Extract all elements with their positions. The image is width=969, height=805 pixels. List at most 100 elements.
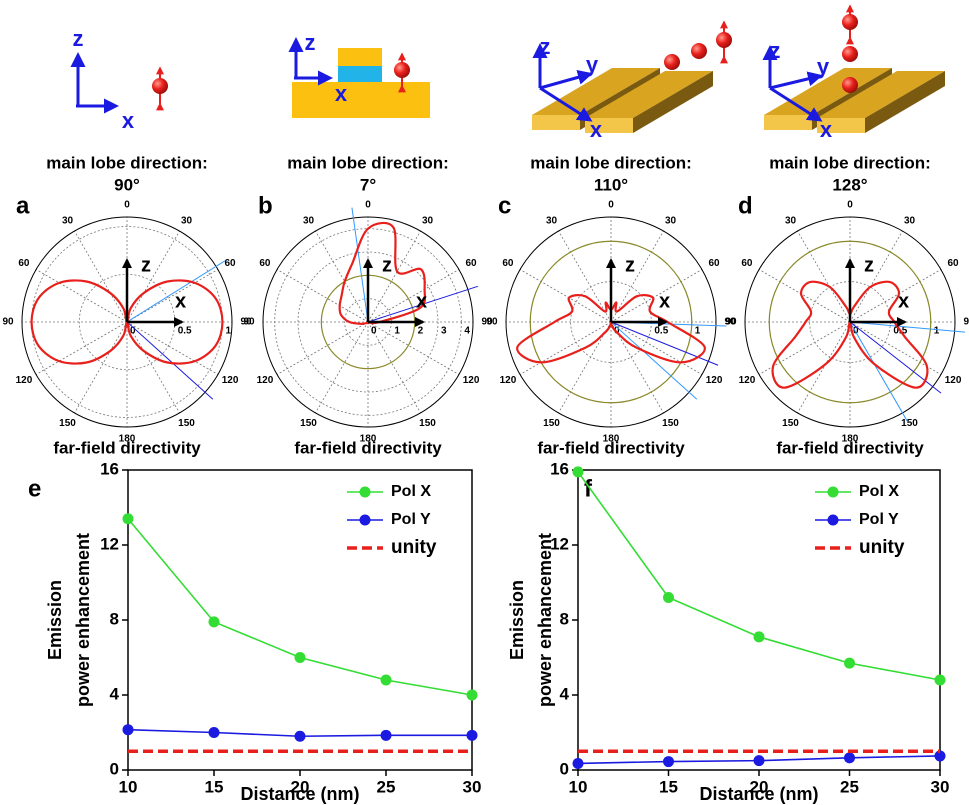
data-point	[844, 658, 855, 669]
data-point	[663, 592, 674, 603]
y-tick-label: 16	[100, 459, 119, 478]
chart-subtitle: 128°	[832, 175, 867, 194]
chart-subtitle: 90°	[114, 175, 140, 194]
angle-grid-line	[520, 322, 611, 375]
axis-label: z	[305, 30, 316, 55]
axis-label: x	[659, 290, 670, 312]
angle-tick-label: 150	[543, 418, 560, 429]
angle-grid-line	[520, 270, 611, 323]
y-axis-title: power enhancement	[535, 533, 555, 707]
radial-tick-label: 1	[695, 326, 701, 337]
angle-grid-line	[850, 231, 903, 322]
angle-tick-label: 60	[708, 258, 720, 269]
angle-tick-label: 30	[181, 215, 193, 226]
data-point	[467, 690, 478, 701]
y-axis-title: power enhancement	[73, 533, 93, 707]
angle-tick-label: 180	[119, 434, 136, 445]
chart-title: main lobe direction:	[287, 153, 449, 172]
y-tick-label: 0	[560, 759, 569, 778]
axis-label: z	[73, 26, 84, 51]
data-point	[295, 731, 306, 742]
angle-tick-label: 120	[222, 375, 239, 386]
figure: z x z x z y x z y x a main lobe direction…	[0, 0, 969, 805]
angle-tick-label: 150	[419, 418, 436, 429]
axis-label: z	[770, 38, 781, 63]
legend-marker	[828, 487, 839, 498]
radial-tick-label: 0.5	[654, 326, 668, 337]
angle-tick-label: 120	[706, 375, 723, 386]
angle-tick-label: 90	[243, 317, 255, 328]
angle-tick-label: 120	[739, 375, 756, 386]
angle-grid-line	[798, 322, 851, 413]
radial-tick-label: 1	[934, 326, 940, 337]
axis-label: x	[590, 117, 603, 142]
data-point	[935, 675, 946, 686]
panel-label: a	[16, 192, 30, 219]
radial-tick-label: 0	[371, 326, 377, 337]
data-point	[209, 616, 220, 627]
legend-marker	[360, 487, 371, 498]
angle-tick-label: 60	[259, 258, 271, 269]
x-tick-label: 10	[569, 777, 588, 796]
angle-tick-label: 30	[546, 215, 558, 226]
legend-label: unity	[391, 537, 437, 558]
angle-tick-label: 30	[904, 215, 916, 226]
axis-label: y	[586, 52, 599, 77]
angle-tick-label: 60	[465, 258, 477, 269]
angle-tick-label: 150	[782, 418, 799, 429]
x-tick-label: 30	[463, 777, 482, 796]
axis-label: x	[416, 290, 427, 312]
angle-tick-label: 90	[963, 317, 969, 328]
schematic-a: z x	[73, 26, 169, 133]
chart-subtitle: 7°	[360, 175, 376, 194]
angle-tick-label: 0	[365, 200, 371, 211]
y-tick-label: 8	[110, 609, 119, 628]
panel-label: c	[498, 192, 511, 219]
radial-tick-label: 2	[418, 326, 424, 337]
angle-tick-label: 60	[502, 258, 514, 269]
angle-grid-line	[75, 322, 128, 413]
angle-grid-line	[759, 270, 850, 323]
y-axis-title: Emission	[45, 580, 65, 660]
angle-tick-label: 180	[842, 434, 859, 445]
x-tick-label: 15	[659, 777, 678, 796]
axis-label: x	[898, 290, 909, 312]
angle-tick-label: 120	[16, 375, 33, 386]
angle-tick-label: 180	[360, 434, 377, 445]
angle-tick-label: 0	[124, 200, 130, 211]
x-tick-label: 10	[119, 777, 138, 796]
angle-tick-label: 60	[947, 258, 959, 269]
axis-label: z	[625, 254, 635, 276]
legend-marker	[828, 515, 839, 526]
data-point	[844, 752, 855, 763]
x-tick-label: 30	[931, 777, 950, 796]
radial-tick-label: 1	[394, 326, 400, 337]
chart-title: main lobe direction:	[530, 153, 692, 172]
legend-label: Pol Y	[391, 511, 431, 528]
beam-line	[850, 322, 965, 332]
chart-title: main lobe direction:	[46, 153, 208, 172]
angle-tick-label: 30	[422, 215, 434, 226]
axis-label: x	[175, 290, 186, 312]
schematic-b: z x	[292, 30, 430, 118]
x-tick-label: 25	[840, 777, 859, 796]
data-point	[663, 756, 674, 767]
angle-grid-line	[611, 231, 664, 322]
axis-label: x	[820, 117, 833, 142]
y-tick-label: 12	[100, 534, 119, 553]
angle-grid-line	[559, 231, 612, 322]
series-line	[578, 472, 940, 680]
y-tick-label: 0	[110, 759, 119, 778]
angle-tick-label: 30	[785, 215, 797, 226]
axis-label: z	[540, 34, 551, 59]
x-tick-label: 25	[377, 777, 396, 796]
schematic-c: z y x	[532, 22, 732, 142]
angle-tick-label: 180	[603, 434, 620, 445]
x-tick-label: 15	[205, 777, 224, 796]
angle-grid-line	[798, 231, 851, 322]
angle-tick-label: 30	[62, 215, 74, 226]
y-tick-label: 4	[110, 684, 120, 703]
axis-label: x	[122, 108, 135, 133]
legend-label: Pol X	[859, 483, 899, 500]
angle-tick-label: 90	[725, 317, 737, 328]
